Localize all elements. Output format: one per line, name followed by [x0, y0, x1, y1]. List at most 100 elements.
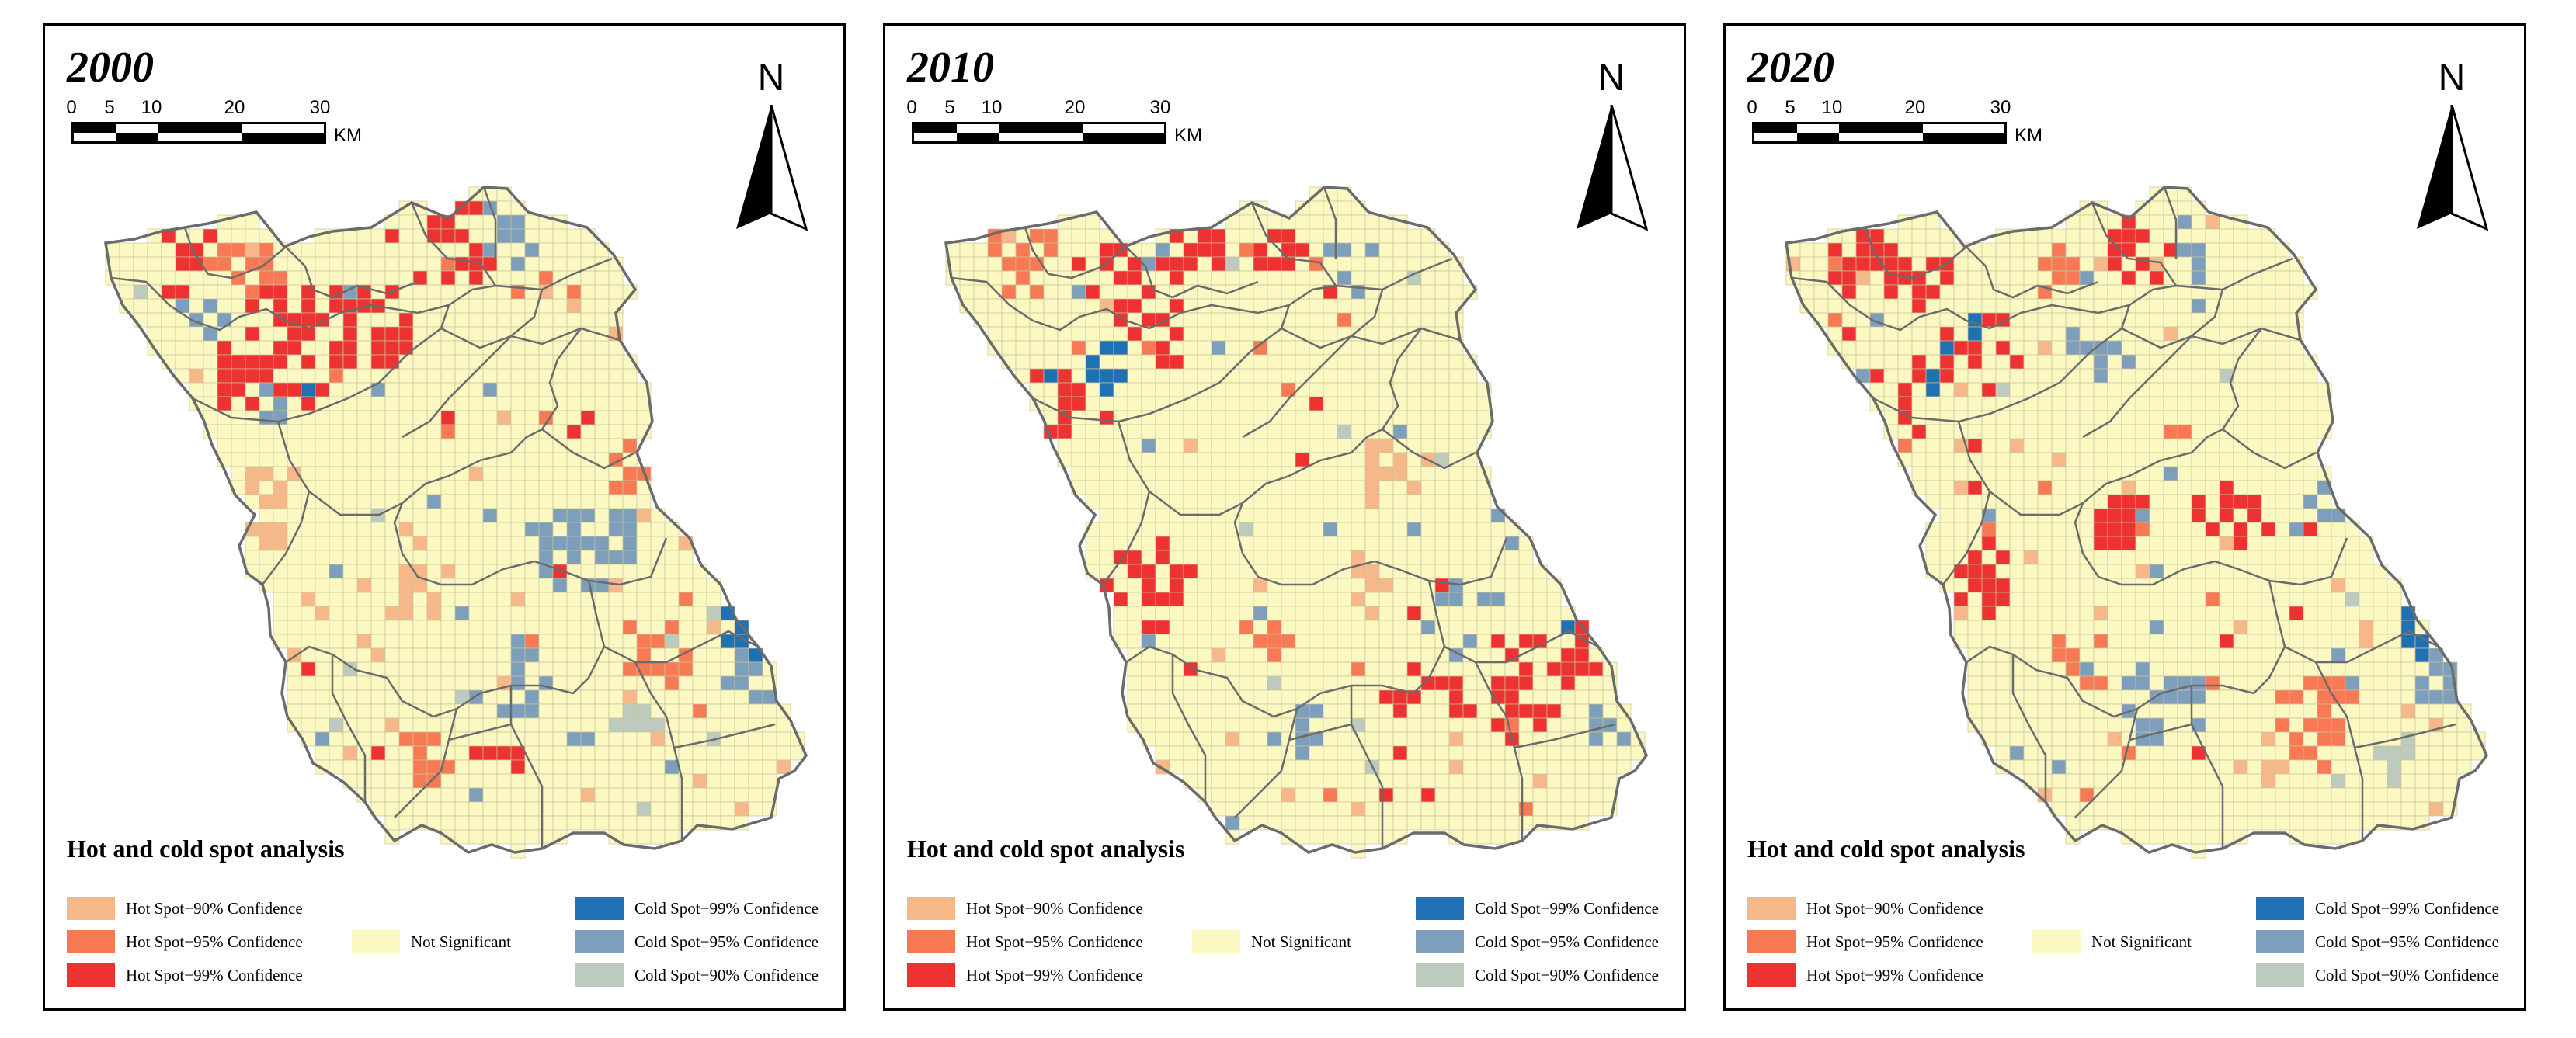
grid-cell — [2233, 703, 2248, 719]
grid-cell — [454, 508, 470, 523]
grid-cell — [1448, 382, 1464, 397]
grid-cell — [1939, 242, 1955, 258]
grid-cell — [1448, 508, 1464, 523]
grid-cell — [468, 550, 484, 565]
grid-cell — [1169, 368, 1184, 384]
north-arrow-icon: N — [728, 57, 814, 235]
grid-cell — [273, 396, 288, 411]
grid-cell — [524, 256, 540, 272]
grid-cell — [734, 675, 749, 691]
grid-cell — [1239, 242, 1254, 258]
grid-cell — [1085, 480, 1100, 495]
grid-cell — [2289, 815, 2304, 831]
grid-cell — [1462, 675, 1478, 691]
grid-cell — [2093, 312, 2108, 328]
grid-cell — [524, 564, 540, 579]
grid-cell — [496, 815, 512, 831]
grid-cell — [440, 424, 456, 439]
grid-cell — [2009, 424, 2025, 439]
grid-cell — [2275, 675, 2290, 691]
grid-cell — [217, 340, 232, 356]
grid-cell — [2414, 759, 2430, 775]
grid-cell — [301, 354, 316, 370]
grid-cell — [2163, 787, 2178, 803]
grid-cell — [2219, 354, 2234, 370]
grid-cell — [412, 620, 428, 635]
grid-cell — [1295, 606, 1310, 621]
grid-cell — [1420, 689, 1436, 705]
grid-cell — [1197, 536, 1212, 551]
grid-cell — [2219, 508, 2234, 523]
grid-cell — [2135, 801, 2150, 817]
grid-cell — [1225, 536, 1240, 551]
grid-cell — [1197, 242, 1212, 258]
grid-cell — [342, 256, 358, 272]
grid-cell — [566, 731, 582, 747]
grid-cell — [2303, 508, 2318, 523]
grid-cell — [1197, 620, 1212, 635]
grid-cell — [1364, 438, 1380, 453]
grid-cell — [2093, 675, 2108, 691]
legend-item-cold90: Cold Spot−90% Confidence — [1416, 963, 1659, 987]
grid-cell — [1420, 620, 1436, 635]
grid-cell — [1420, 228, 1436, 244]
grid-cell — [664, 801, 680, 817]
grid-cell — [496, 801, 512, 817]
grid-cell — [287, 661, 302, 677]
grid-cell — [1448, 578, 1464, 593]
grid-cell — [2051, 326, 2067, 342]
grid-cell — [748, 675, 763, 691]
grid-cell — [2163, 396, 2178, 411]
grid-cell — [1953, 536, 1969, 551]
grid-cell — [370, 536, 386, 551]
grid-cell — [1225, 438, 1240, 453]
grid-cell — [2359, 606, 2374, 621]
grid-cell — [1364, 382, 1380, 397]
district-boundary — [1102, 421, 1151, 585]
grid-cell — [2107, 522, 2122, 537]
legend-item-cold95: Cold Spot−95% Confidence — [1416, 930, 1659, 953]
grid-cell — [1532, 606, 1548, 621]
grid-cell — [1127, 494, 1142, 509]
grid-cell — [1406, 731, 1422, 747]
district-boundary — [448, 284, 496, 307]
grid-cell — [1967, 508, 1983, 523]
grid-cell — [412, 256, 428, 272]
grid-cell — [552, 661, 568, 677]
grid-cell — [329, 340, 344, 356]
grid-cell — [1869, 228, 1885, 244]
grid-cell — [2387, 620, 2402, 635]
grid-cell — [510, 592, 526, 607]
grid-cell — [1420, 284, 1436, 300]
grid-cell — [259, 550, 274, 565]
grid-cell — [1281, 647, 1296, 663]
grid-cell — [1225, 424, 1240, 439]
grid-cell — [1532, 717, 1548, 733]
grid-cell — [217, 424, 232, 439]
grid-cell — [496, 731, 512, 747]
grid-cell — [384, 815, 400, 831]
grid-cell — [1071, 340, 1086, 356]
grid-cell — [566, 368, 582, 384]
grid-cell — [1574, 801, 1590, 817]
grid-cell — [1001, 284, 1017, 300]
grid-cell — [524, 592, 540, 607]
grid-cell — [1337, 829, 1352, 845]
grid-cell — [1869, 270, 1885, 286]
grid-cell — [426, 675, 442, 691]
grid-cell — [538, 256, 554, 272]
grid-cell — [2317, 787, 2332, 803]
grid-cell — [2079, 396, 2095, 411]
grid-cell — [2163, 634, 2178, 649]
grid-cell — [412, 508, 428, 523]
grid-cell — [580, 298, 596, 314]
grid-cell — [1323, 536, 1338, 551]
grid-cell — [1364, 536, 1380, 551]
grid-cell — [1351, 382, 1366, 397]
grid-cell — [1099, 494, 1114, 509]
grid-cell — [2359, 745, 2374, 761]
legend-label: Cold Spot−90% Confidence — [2315, 965, 2499, 984]
grid-cell — [2233, 536, 2248, 551]
grid-cell — [720, 787, 735, 803]
grid-cell — [356, 396, 372, 411]
